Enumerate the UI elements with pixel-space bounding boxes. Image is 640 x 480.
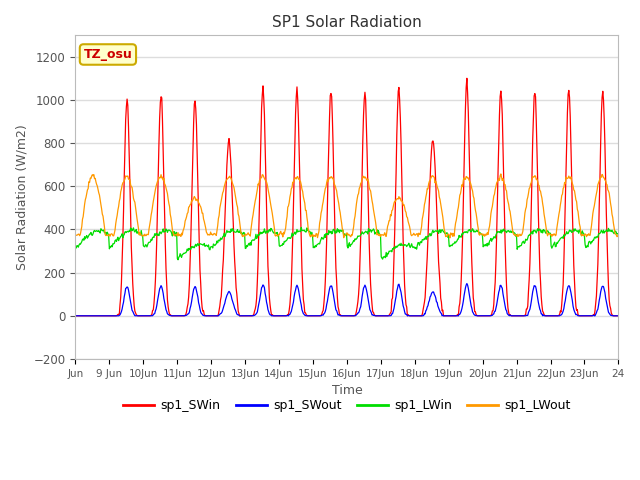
sp1_LWout xyxy=(135,232,143,238)
Title: SP1 Solar Radiation: SP1 Solar Radiation xyxy=(272,15,422,30)
sp1_LWin xyxy=(298,225,305,230)
sp1_SWin xyxy=(614,313,622,319)
sp1_LWout xyxy=(403,214,410,220)
sp1_LWin xyxy=(284,237,291,242)
X-axis label: Time: Time xyxy=(332,384,362,397)
sp1_SWout xyxy=(282,313,290,319)
sp1_SWout xyxy=(262,294,269,300)
sp1_SWin xyxy=(433,220,441,226)
sp1_SWout xyxy=(433,300,441,305)
sp1_LWout xyxy=(497,171,505,177)
sp1_LWin xyxy=(435,230,442,236)
Line: sp1_SWin: sp1_SWin xyxy=(76,78,618,316)
sp1_LWout xyxy=(282,218,290,224)
Line: sp1_SWout: sp1_SWout xyxy=(76,284,618,316)
sp1_LWin xyxy=(174,257,182,263)
sp1_SWin xyxy=(403,304,410,310)
sp1_SWout xyxy=(235,312,243,318)
sp1_SWin xyxy=(135,313,143,319)
sp1_LWin xyxy=(135,229,143,235)
sp1_SWin xyxy=(262,174,269,180)
sp1_SWin xyxy=(463,75,471,81)
sp1_LWin xyxy=(404,242,412,248)
sp1_SWin xyxy=(282,313,290,319)
sp1_SWout xyxy=(135,313,143,319)
sp1_SWout xyxy=(72,313,79,319)
sp1_LWout xyxy=(72,232,79,238)
sp1_LWin xyxy=(236,229,243,235)
Line: sp1_LWout: sp1_LWout xyxy=(76,174,618,238)
Line: sp1_LWin: sp1_LWin xyxy=(76,228,618,260)
sp1_SWout xyxy=(403,312,410,317)
sp1_SWout xyxy=(614,313,622,319)
sp1_SWout xyxy=(463,281,471,287)
sp1_LWin xyxy=(72,245,79,251)
sp1_LWout xyxy=(262,178,269,184)
Text: TZ_osu: TZ_osu xyxy=(84,48,132,61)
sp1_SWin xyxy=(235,311,243,316)
sp1_LWin xyxy=(614,231,622,237)
sp1_LWout xyxy=(235,214,243,219)
Y-axis label: Solar Radiation (W/m2): Solar Radiation (W/m2) xyxy=(15,124,28,270)
sp1_LWout xyxy=(614,232,622,238)
sp1_LWout xyxy=(446,235,454,241)
Legend: sp1_SWin, sp1_SWout, sp1_LWin, sp1_LWout: sp1_SWin, sp1_SWout, sp1_LWin, sp1_LWout xyxy=(118,395,576,418)
sp1_LWin xyxy=(262,228,270,234)
sp1_SWin xyxy=(72,313,79,319)
sp1_LWout xyxy=(433,184,441,190)
